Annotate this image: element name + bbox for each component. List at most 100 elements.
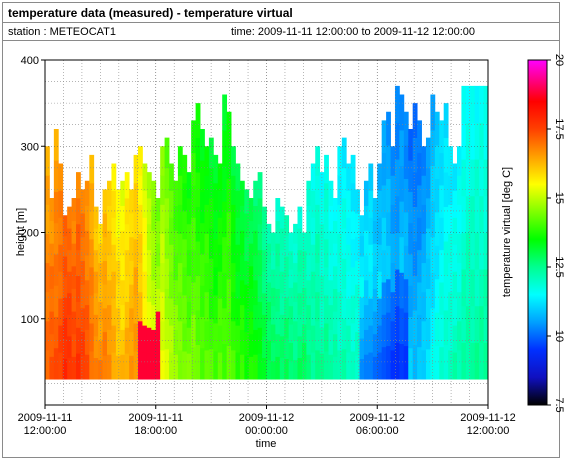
heatmap-cell xyxy=(394,232,400,270)
heatmap-cell xyxy=(461,85,467,123)
heatmap-cell xyxy=(62,276,68,298)
heatmap-cell xyxy=(359,358,365,380)
heatmap-cell xyxy=(169,163,174,191)
heatmap-cell xyxy=(151,329,157,355)
heatmap-cell xyxy=(124,327,130,354)
heatmap-cell xyxy=(58,244,64,272)
heatmap-cell xyxy=(142,217,148,245)
heatmap-cell xyxy=(133,210,139,240)
heatmap-cell xyxy=(377,217,383,245)
x-tick-label-date: 2009-11-12 xyxy=(350,412,405,424)
heatmap-cell xyxy=(160,262,166,293)
heatmap-cell xyxy=(270,360,276,380)
heatmap-cell xyxy=(310,244,316,272)
heatmap-cell xyxy=(483,342,489,380)
heatmap-cell xyxy=(474,305,480,343)
heatmap-cell xyxy=(372,265,378,289)
heatmap-cell xyxy=(133,154,139,184)
heatmap-cell xyxy=(71,243,77,267)
heatmap-cell xyxy=(84,354,90,380)
heatmap-cell xyxy=(58,163,64,191)
heatmap-cell xyxy=(483,269,489,307)
heatmap-cell xyxy=(58,271,64,299)
heatmap-cell xyxy=(89,182,95,212)
station-label: station : METEOCAT1 xyxy=(8,26,116,38)
heatmap-cell xyxy=(439,249,445,283)
heatmap-cell xyxy=(262,314,267,337)
heatmap-cell xyxy=(93,357,99,380)
heatmap-cell xyxy=(359,317,365,339)
heatmap-cell xyxy=(177,233,183,264)
heatmap-cell xyxy=(164,288,170,320)
heatmap-cell xyxy=(231,350,236,380)
heatmap-cell xyxy=(146,223,152,251)
heatmap-cell xyxy=(257,172,263,199)
heatmap-cell xyxy=(239,205,245,231)
chart-frame: temperature data (measured) - temperatur… xyxy=(2,2,560,458)
heatmap-cell xyxy=(151,180,157,206)
heatmap-cell xyxy=(102,236,108,261)
heatmap-cell xyxy=(138,262,143,293)
heatmap-cell xyxy=(67,228,72,251)
x-axis-label: time xyxy=(256,438,277,450)
heatmap-cell xyxy=(412,275,418,311)
heatmap-cell xyxy=(403,145,409,179)
heatmap-cell xyxy=(403,278,409,313)
y-tick-label: 200 xyxy=(21,228,39,240)
heatmap-cell xyxy=(262,271,267,294)
heatmap-cell xyxy=(363,304,369,330)
heatmap-cell xyxy=(120,205,126,231)
heatmap-cell xyxy=(293,340,298,361)
heatmap-cell xyxy=(434,245,440,280)
heatmap-cell xyxy=(456,233,462,264)
heatmap-cell xyxy=(191,314,197,348)
heatmap-cell xyxy=(120,329,126,355)
colorbar-tick-label: 15 xyxy=(553,192,564,204)
heatmap-cell xyxy=(315,350,321,380)
heatmap-cell xyxy=(386,212,391,246)
heatmap-cell xyxy=(448,350,453,380)
heatmap-cell xyxy=(120,230,126,256)
heatmap-cell xyxy=(359,297,365,319)
heatmap-cell xyxy=(328,354,334,380)
heatmap-cell xyxy=(448,146,453,176)
heatmap-cell xyxy=(262,292,267,315)
heatmap-cell xyxy=(98,223,103,244)
heatmap-cell xyxy=(235,325,241,353)
heatmap-cell xyxy=(399,307,405,344)
heatmap-cell xyxy=(461,159,467,197)
heatmap-cell xyxy=(337,204,343,234)
heatmap-cell xyxy=(204,175,210,205)
heatmap-cell xyxy=(310,217,316,245)
heatmap-cell xyxy=(386,312,391,347)
heatmap-cell xyxy=(372,356,378,380)
heatmap-cell xyxy=(76,223,81,251)
heatmap-cell xyxy=(315,320,321,351)
time-range-label: time: 2009-11-11 12:00:00 to 2009-11-12 … xyxy=(231,26,476,38)
heatmap-cell xyxy=(332,265,338,289)
heatmap-cell xyxy=(217,271,223,299)
heatmap-cell xyxy=(421,350,427,380)
heatmap-cell xyxy=(310,352,316,380)
heatmap-cell xyxy=(164,137,170,169)
heatmap-cell xyxy=(49,265,55,289)
heatmap-cell xyxy=(403,345,409,380)
heatmap-cell xyxy=(328,205,334,231)
heatmap-cell xyxy=(111,190,117,218)
heatmap-cell xyxy=(111,271,117,299)
x-tick-label-time: 00:00:00 xyxy=(245,425,288,437)
heatmap-cell xyxy=(266,243,272,264)
heatmap-cell xyxy=(465,305,471,343)
heatmap-cell xyxy=(412,206,418,242)
heatmap-cell xyxy=(217,352,223,380)
heatmap-cell xyxy=(403,212,409,246)
heatmap-cell xyxy=(53,285,59,317)
heatmap-cell xyxy=(84,255,90,281)
heatmap-cell xyxy=(328,304,334,330)
heatmap-cell xyxy=(160,175,166,205)
heatmap-cell xyxy=(315,291,321,322)
heatmap-cell xyxy=(372,220,378,244)
heatmap-cell xyxy=(173,180,179,206)
heatmap-cell xyxy=(222,307,228,344)
heatmap-cell xyxy=(155,356,161,380)
